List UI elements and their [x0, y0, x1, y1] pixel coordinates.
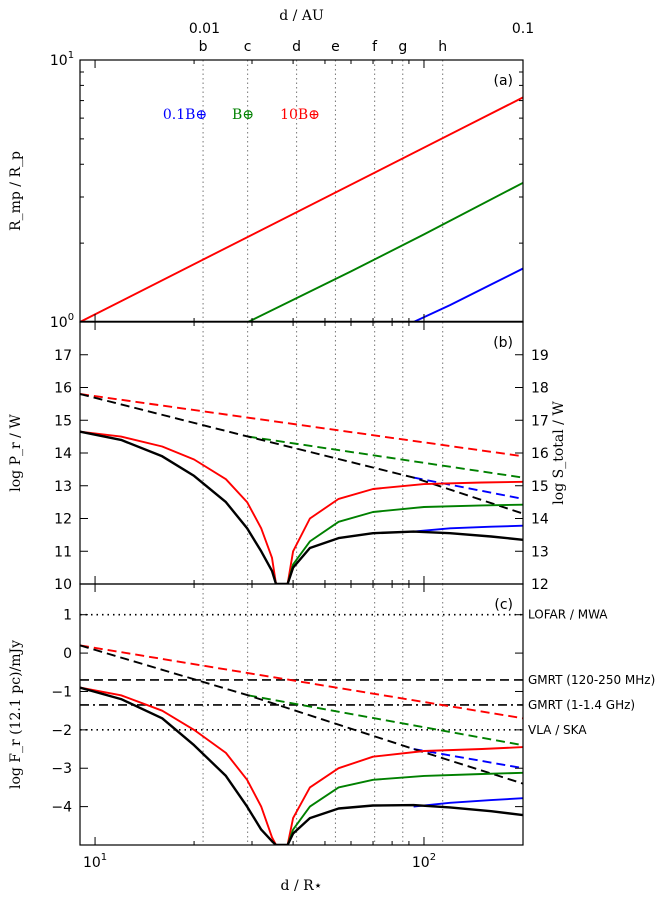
series-group	[80, 393, 523, 584]
series-line	[80, 686, 523, 845]
threshold-label: GMRT (1-1.4 GHz)	[528, 698, 635, 712]
planet-label: d	[292, 39, 301, 55]
planet-label: c	[244, 39, 252, 55]
y2-tick-label: 13	[531, 544, 549, 560]
x-tick-label: 101	[83, 852, 107, 871]
series-line	[247, 435, 523, 479]
series-group	[80, 644, 523, 845]
series-line	[247, 694, 523, 747]
x-tick-label: 102	[412, 852, 436, 871]
y-tick-label: 100	[50, 312, 74, 331]
y2-tick-label: 17	[531, 413, 549, 429]
y-tick-label: 13	[54, 479, 72, 495]
y-tick-label: 10	[54, 577, 72, 593]
series-line	[286, 771, 523, 845]
y-tick-label: −1	[51, 684, 72, 700]
series-group	[80, 96, 523, 322]
series-line	[80, 686, 523, 845]
top-axis-label: d / AU	[279, 8, 324, 24]
y-tick-label: 12	[54, 512, 72, 528]
series-line	[413, 476, 523, 500]
panel-label: (b)	[493, 335, 513, 351]
panel-frame	[79, 321, 524, 585]
series-line	[80, 393, 523, 458]
top-tick-label: 0.01	[189, 21, 220, 37]
panel-frame	[79, 59, 524, 323]
panel-a: R_mp / R_p (a)	[8, 59, 524, 323]
y2-tick-label: 15	[531, 479, 549, 495]
series-line	[413, 524, 523, 533]
threshold-label: LOFAR / MWA	[528, 608, 608, 622]
series-line	[413, 797, 523, 808]
y-tick-label: 17	[54, 348, 72, 364]
panel-label: (c)	[494, 597, 513, 613]
panel-label: (a)	[493, 73, 513, 89]
series-line	[286, 503, 523, 584]
threshold-label: GMRT (120-250 MHz)	[528, 673, 655, 687]
y-tick-label: 1	[63, 608, 72, 624]
y2-tick-label: 16	[531, 446, 549, 462]
panel-b: 10 11 12 13 14 15 16 17 12 13 14 15 16 17 18 19 log S_to…	[8, 321, 567, 593]
y-tick-label: −4	[51, 800, 72, 816]
series-line	[80, 644, 523, 785]
y2-tick-label: 19	[531, 348, 549, 364]
series-line	[80, 96, 523, 322]
legend-entry: B⊕	[232, 107, 254, 123]
planet-label: g	[398, 39, 407, 55]
y-axis-label: R_mp / R_p	[8, 151, 24, 231]
y-tick-label: 16	[54, 381, 72, 397]
y2-tick-label: 14	[531, 512, 549, 528]
y2-tick-label: 12	[531, 577, 549, 593]
y-tick-label: 14	[54, 446, 72, 462]
planet-label: f	[372, 39, 378, 55]
series-line	[80, 644, 523, 720]
legend-entry: 0.1B⊕	[163, 107, 207, 123]
y2-axis-label: log S_total / W	[551, 401, 567, 505]
series-line	[80, 267, 523, 322]
panel-c: LOFAR / MWA GMRT (120-250 MHz) GMRT (1-1.4…	[8, 583, 655, 894]
series-line	[80, 430, 523, 584]
y-tick-label: −3	[51, 761, 72, 777]
x-axis-label: d / R⋆	[281, 878, 323, 894]
legend-entry: 10B⊕	[280, 107, 320, 123]
series-line	[80, 181, 523, 322]
planet-label: h	[438, 39, 447, 55]
y-tick-label: −2	[51, 723, 72, 739]
y2-tick-label: 18	[531, 381, 549, 397]
y-axis-label: log F_r (12.1 pc)/mJy	[8, 640, 24, 789]
series-line	[413, 748, 523, 770]
series-line	[80, 393, 523, 515]
y-tick-label: 11	[54, 544, 72, 560]
planet-label: b	[199, 39, 208, 55]
planet-label: e	[331, 39, 340, 55]
y-tick-label: 15	[54, 413, 72, 429]
top-tick-label: 0.1	[512, 21, 534, 37]
y-axis-label: log P_r / W	[8, 414, 24, 492]
series-line	[80, 430, 523, 584]
threshold-label: VLA / SKA	[528, 723, 587, 737]
y-tick-label: 101	[50, 50, 74, 69]
panel-frame	[79, 583, 524, 846]
y-tick-label: 0	[63, 646, 72, 662]
